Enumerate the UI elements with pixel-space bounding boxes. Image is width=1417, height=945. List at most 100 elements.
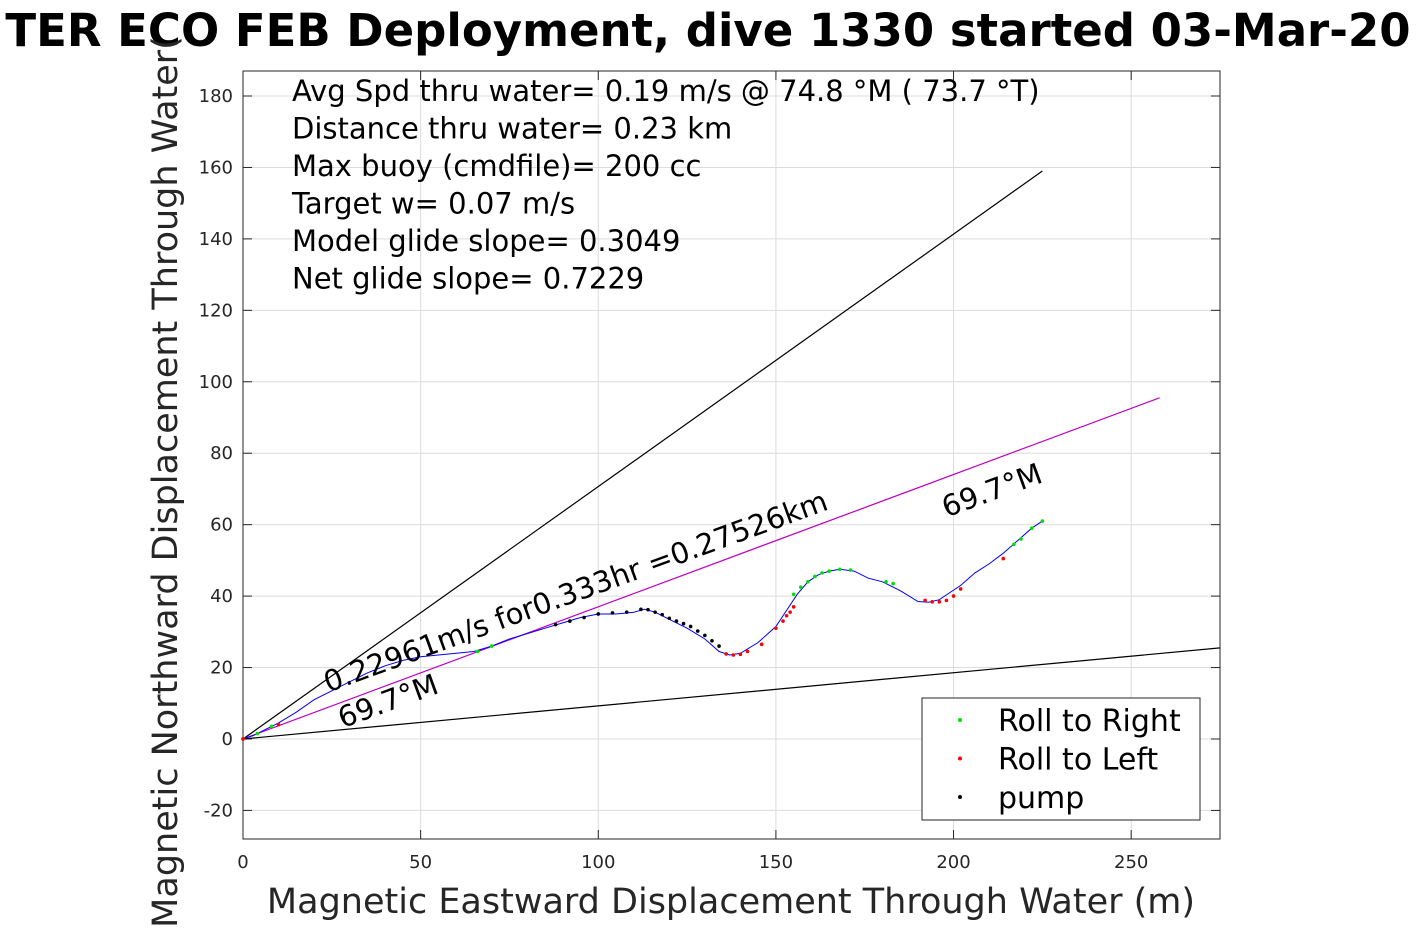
marker-point <box>738 652 743 657</box>
legend-label: Roll to Left <box>998 743 1158 778</box>
marker-point <box>582 615 586 620</box>
marker-point <box>838 567 842 572</box>
marker-point <box>646 607 650 612</box>
marker-point <box>695 629 700 633</box>
reference-line <box>242 170 1043 740</box>
y-tick-label: 180 <box>199 86 233 107</box>
marker-point <box>944 598 949 603</box>
y-tick-label: 20 <box>210 658 233 679</box>
marker-point <box>827 569 831 573</box>
y-tick-label: 80 <box>210 443 233 464</box>
marker-point <box>489 644 494 648</box>
marker-point <box>784 613 789 618</box>
marker-point <box>276 722 281 727</box>
tick-labels: 0 50 100 150 200 250 -20 0 20 40 60 80 100 120 140 160 1… <box>199 86 1149 873</box>
marker-point <box>820 571 824 575</box>
info-line: Target w= 0.07 m/s <box>291 187 575 221</box>
marker-point <box>255 731 260 736</box>
info-line: Model glide slope= 0.3049 <box>292 224 680 258</box>
marker-point <box>891 581 895 586</box>
marker-point <box>1029 526 1034 531</box>
y-axis-label: Magnetic Northward Displacement Through … <box>146 36 186 928</box>
marker-point <box>1040 519 1045 523</box>
y-tick-label: 160 <box>199 157 233 178</box>
x-tick-label: 150 <box>759 852 793 873</box>
info-line: Net glide slope= 0.7229 <box>292 262 644 296</box>
marker-point <box>958 587 963 591</box>
legend-label: pump <box>998 781 1084 816</box>
marker-point <box>813 574 817 579</box>
marker-point <box>1019 537 1023 541</box>
marker-point <box>596 612 601 616</box>
reference-line <box>242 647 1221 740</box>
marker-point <box>688 624 693 629</box>
marker-point <box>791 605 796 609</box>
chart-title: TER ECO FEB Deployment, dive 1330 starte… <box>5 4 1410 57</box>
marker-point <box>951 594 956 598</box>
marker-point <box>1001 556 1006 561</box>
marker-point <box>937 600 942 604</box>
marker-point <box>667 616 672 621</box>
marker-point <box>791 592 796 597</box>
y-tick-label: 60 <box>210 515 233 536</box>
marker-point <box>710 638 714 643</box>
reference-lines <box>242 170 1221 740</box>
series-markers <box>241 519 1045 741</box>
marker-point <box>475 649 480 654</box>
marker-point <box>674 619 679 623</box>
marker-point <box>653 610 657 614</box>
marker-point <box>923 598 927 603</box>
marker-point <box>660 612 665 617</box>
marker-point <box>848 568 853 572</box>
marker-point <box>798 585 803 589</box>
marker-point <box>731 653 736 657</box>
marker-point <box>639 607 643 612</box>
info-text: Avg Spd thru water= 0.19 m/s @ 74.8 °M (… <box>291 74 1040 296</box>
marker-point <box>781 619 785 623</box>
legend-marker <box>958 756 962 761</box>
marker-point <box>806 580 810 584</box>
x-tick-label: 200 <box>936 852 970 873</box>
marker-point <box>930 600 935 604</box>
marker-point <box>774 626 778 631</box>
marker-point <box>1012 542 1016 547</box>
y-tick-label: 140 <box>199 229 233 250</box>
grid <box>242 71 1220 839</box>
marker-point <box>759 642 764 647</box>
marker-point <box>717 644 721 648</box>
legend-marker <box>958 718 962 722</box>
marker-point <box>269 724 274 729</box>
y-tick-label: 100 <box>199 372 233 393</box>
legend-marker <box>958 795 962 799</box>
y-tick-label: -20 <box>204 800 233 821</box>
marker-point <box>788 610 792 614</box>
marker-point <box>568 619 572 623</box>
reference-line <box>242 397 1160 740</box>
x-tick-label: 100 <box>581 852 615 873</box>
marker-point <box>745 649 750 654</box>
x-tick-label: 0 <box>237 852 248 873</box>
marker-point <box>553 622 558 627</box>
axis-ticks <box>242 71 1220 839</box>
info-line: Max buoy (cmdfile)= 200 cc <box>292 149 701 183</box>
y-tick-label: 40 <box>210 586 233 607</box>
y-tick-label: 0 <box>222 729 233 750</box>
annotation-text: 0.22961m/s for0.333hr =0.27526km <box>319 484 832 699</box>
info-line: Avg Spd thru water= 0.19 m/s @ 74.8 °M (… <box>292 74 1040 108</box>
info-line: Distance thru water= 0.23 km <box>292 112 732 146</box>
legend-box <box>921 697 1201 821</box>
marker-point <box>681 621 686 626</box>
y-tick-label: 120 <box>199 300 233 321</box>
track-line <box>242 520 1043 740</box>
marker-point <box>624 610 629 614</box>
plot-frame <box>242 70 1221 840</box>
x-tick-label: 50 <box>409 852 432 873</box>
marker-point <box>241 737 245 741</box>
x-axis-label: Magnetic Eastward Displacement Through W… <box>267 882 1195 922</box>
marker-point <box>703 633 707 638</box>
marker-point <box>884 580 888 584</box>
marker-point <box>610 611 615 615</box>
marker-point <box>724 652 728 656</box>
